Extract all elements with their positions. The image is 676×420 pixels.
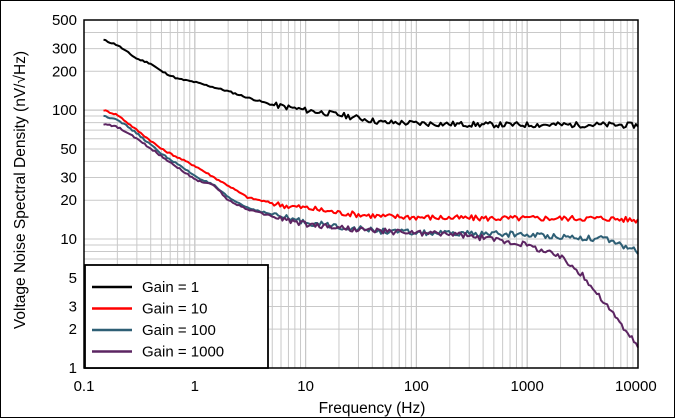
x-tick-labels: 0.1 1 10 100 1000 10000 xyxy=(74,378,657,395)
series-line xyxy=(103,114,639,255)
series-line xyxy=(103,123,639,348)
x-axis-title: Frequency (Hz) xyxy=(319,400,426,417)
series-line xyxy=(103,109,639,224)
x-tick-label: 10000 xyxy=(615,378,657,395)
series-line xyxy=(103,38,639,129)
y-tick-labels: 1 2 3 5 10 20 30 50 100 200 300 500 xyxy=(52,12,77,377)
y-tick-label: 200 xyxy=(52,63,77,80)
y-tick-label: 2 xyxy=(69,321,77,338)
x-tick-label: 0.1 xyxy=(74,378,95,395)
y-tick-label: 1 xyxy=(69,360,77,377)
legend-label: Gain = 1000 xyxy=(142,344,224,361)
y-tick-label: 500 xyxy=(52,12,77,29)
legend: Gain = 1 Gain = 10 Gain = 100 Gain = 1000 xyxy=(84,264,269,369)
series-lines xyxy=(103,38,639,348)
x-tick-label: 1 xyxy=(191,378,199,395)
y-tick-label: 5 xyxy=(69,270,77,287)
y-tick-label: 20 xyxy=(60,192,77,209)
x-tick-label: 100 xyxy=(404,378,429,395)
y-tick-label: 3 xyxy=(69,298,77,315)
x-tick-label: 1000 xyxy=(511,378,544,395)
plot-area xyxy=(83,19,639,369)
y-tick-label: 100 xyxy=(52,102,77,119)
y-axis-title: Voltage Noise Spectral Density (nV/√Hz) xyxy=(12,51,29,329)
legend-label: Gain = 10 xyxy=(142,301,207,318)
legend-label: Gain = 1 xyxy=(142,279,199,296)
y-tick-label: 50 xyxy=(60,141,77,158)
legend-label: Gain = 100 xyxy=(142,322,216,339)
y-tick-label: 30 xyxy=(60,170,77,187)
y-tick-label: 10 xyxy=(60,231,77,248)
x-tick-label: 10 xyxy=(297,378,314,395)
y-tick-label: 300 xyxy=(52,41,77,58)
